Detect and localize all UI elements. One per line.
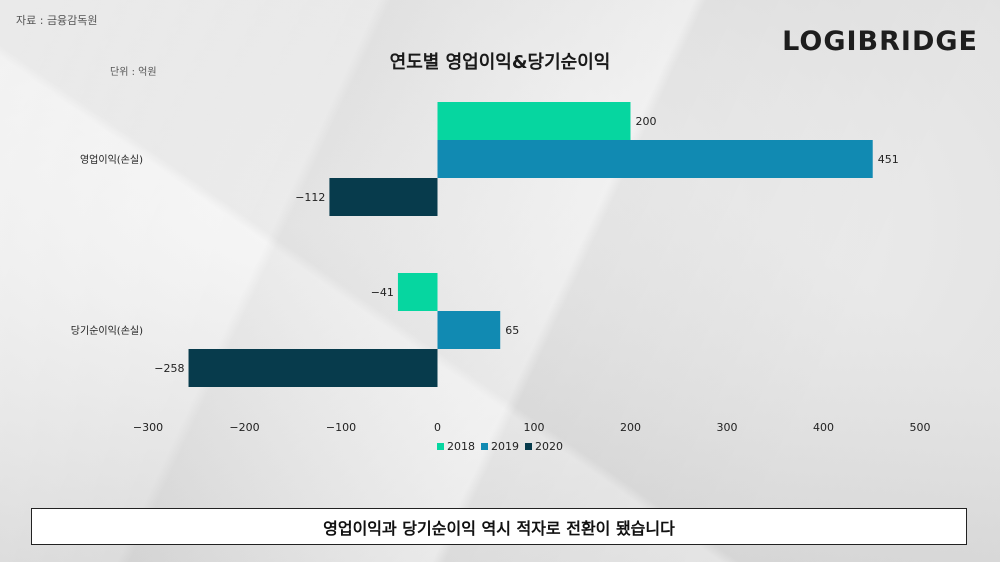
legend-label: 2018	[447, 440, 475, 453]
legend-swatch	[437, 443, 444, 450]
data-label: −112	[295, 191, 325, 204]
category-label: 영업이익(손실)	[80, 153, 143, 166]
data-label: −41	[371, 286, 394, 299]
bar-2019-net	[437, 311, 501, 349]
category-label: 당기순이익(손실)	[71, 325, 143, 337]
x-tick-label: −300	[133, 421, 163, 434]
x-tick-label: 500	[910, 421, 931, 434]
chart-legend: 2018 2019 2020	[0, 440, 1000, 453]
data-label: 65	[505, 324, 519, 337]
data-label: 451	[878, 153, 899, 166]
bar-2018-net	[397, 273, 438, 311]
data-label: 200	[636, 115, 657, 128]
unit-note: 단위 : 억원	[110, 67, 157, 78]
bar-chart: 영업이익(손실) 200 451 −112 당기순이익(손실) −41 65 −258 −300…	[71, 102, 931, 434]
bar-2020-net	[188, 349, 438, 387]
x-tick-label: 200	[620, 421, 641, 434]
source-note: 자료 : 금융감독원	[16, 14, 98, 27]
legend-item-2019: 2019	[481, 440, 519, 453]
data-label: −258	[154, 362, 184, 375]
legend-swatch	[481, 443, 488, 450]
x-tick-label: 0	[434, 421, 441, 434]
legend-item-2020: 2020	[525, 440, 563, 453]
x-tick-label: −200	[229, 421, 259, 434]
legend-swatch	[525, 443, 532, 450]
bar-2018-operating	[437, 102, 631, 140]
chart-title: 연도별 영업이익&당기순이익	[389, 52, 611, 73]
legend-item-2018: 2018	[437, 440, 475, 453]
bar-2020-operating	[329, 178, 438, 216]
bar-2019-operating	[437, 140, 873, 178]
x-tick-label: 400	[813, 421, 834, 434]
x-tick-label: 300	[717, 421, 738, 434]
x-tick-label: −100	[326, 421, 356, 434]
x-tick-label: 100	[524, 421, 545, 434]
brand-logo: LOGIBRIDGE	[782, 26, 978, 57]
legend-label: 2020	[535, 440, 563, 453]
summary-caption: 영업이익과 당기순이익 역시 적자로 전환이 됐습니다	[31, 508, 967, 545]
legend-label: 2019	[491, 440, 519, 453]
